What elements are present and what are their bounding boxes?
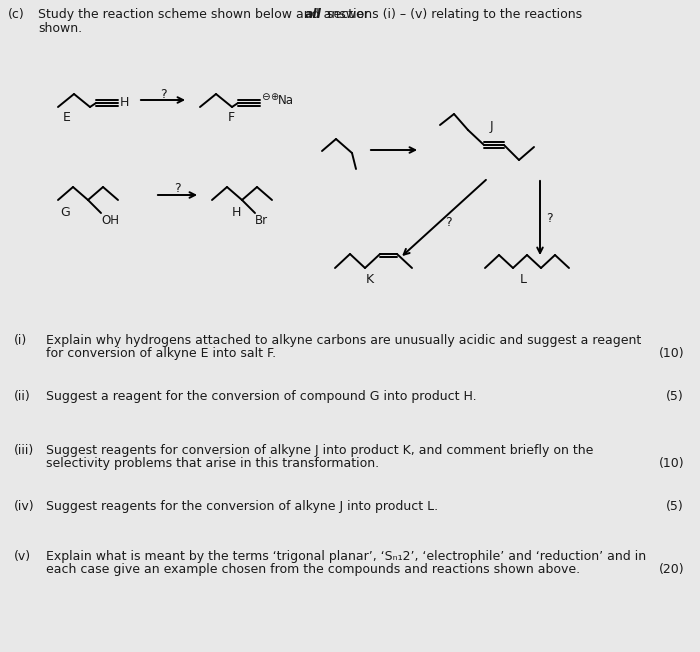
Text: (iii): (iii) (14, 444, 34, 457)
Text: Study the reaction scheme shown below and answer: Study the reaction scheme shown below an… (38, 8, 373, 21)
Text: J: J (490, 120, 493, 133)
Text: Explain why hydrogens attached to alkyne carbons are unusually acidic and sugges: Explain why hydrogens attached to alkyne… (46, 334, 641, 347)
Text: H: H (120, 96, 130, 110)
Text: sections (i) – (v) relating to the reactions: sections (i) – (v) relating to the react… (323, 8, 582, 21)
Text: E: E (63, 111, 71, 124)
Text: for conversion of alkyne E into salt F.: for conversion of alkyne E into salt F. (46, 347, 276, 360)
Text: (20): (20) (659, 563, 684, 576)
Text: F: F (228, 111, 235, 124)
Text: (5): (5) (666, 390, 684, 403)
Text: ?: ? (444, 216, 452, 229)
Text: (i): (i) (14, 334, 27, 347)
Text: (10): (10) (659, 347, 684, 360)
Text: each case give an example chosen from the compounds and reactions shown above.: each case give an example chosen from th… (46, 563, 580, 576)
Text: ?: ? (546, 211, 552, 224)
Text: all: all (305, 8, 322, 21)
Text: G: G (60, 206, 70, 219)
Text: (c): (c) (8, 8, 25, 21)
Text: ?: ? (160, 88, 167, 101)
Text: Na: Na (278, 93, 294, 106)
Text: ⊕: ⊕ (270, 92, 278, 102)
Text: (v): (v) (14, 550, 31, 563)
Text: Br: Br (255, 214, 268, 227)
Text: Suggest reagents for conversion of alkyne J into product K, and comment briefly : Suggest reagents for conversion of alkyn… (46, 444, 594, 457)
Text: (ii): (ii) (14, 390, 31, 403)
Text: ?: ? (174, 182, 181, 195)
Text: (5): (5) (666, 500, 684, 513)
Text: Suggest a reagent for the conversion of compound G into product H.: Suggest a reagent for the conversion of … (46, 390, 477, 403)
Text: H: H (232, 206, 242, 219)
Text: shown.: shown. (38, 22, 82, 35)
Text: ⊖: ⊖ (261, 92, 270, 102)
Text: K: K (366, 273, 374, 286)
Text: OH: OH (101, 214, 119, 227)
Text: Suggest reagents for the conversion of alkyne J into product L.: Suggest reagents for the conversion of a… (46, 500, 438, 513)
Text: L: L (519, 273, 526, 286)
Text: (10): (10) (659, 457, 684, 470)
Text: (iv): (iv) (14, 500, 34, 513)
Text: selectivity problems that arise in this transformation.: selectivity problems that arise in this … (46, 457, 379, 470)
Text: Explain what is meant by the terms ‘trigonal planar’, ‘Sₙ₁2’, ‘electrophile’ and: Explain what is meant by the terms ‘trig… (46, 550, 646, 563)
